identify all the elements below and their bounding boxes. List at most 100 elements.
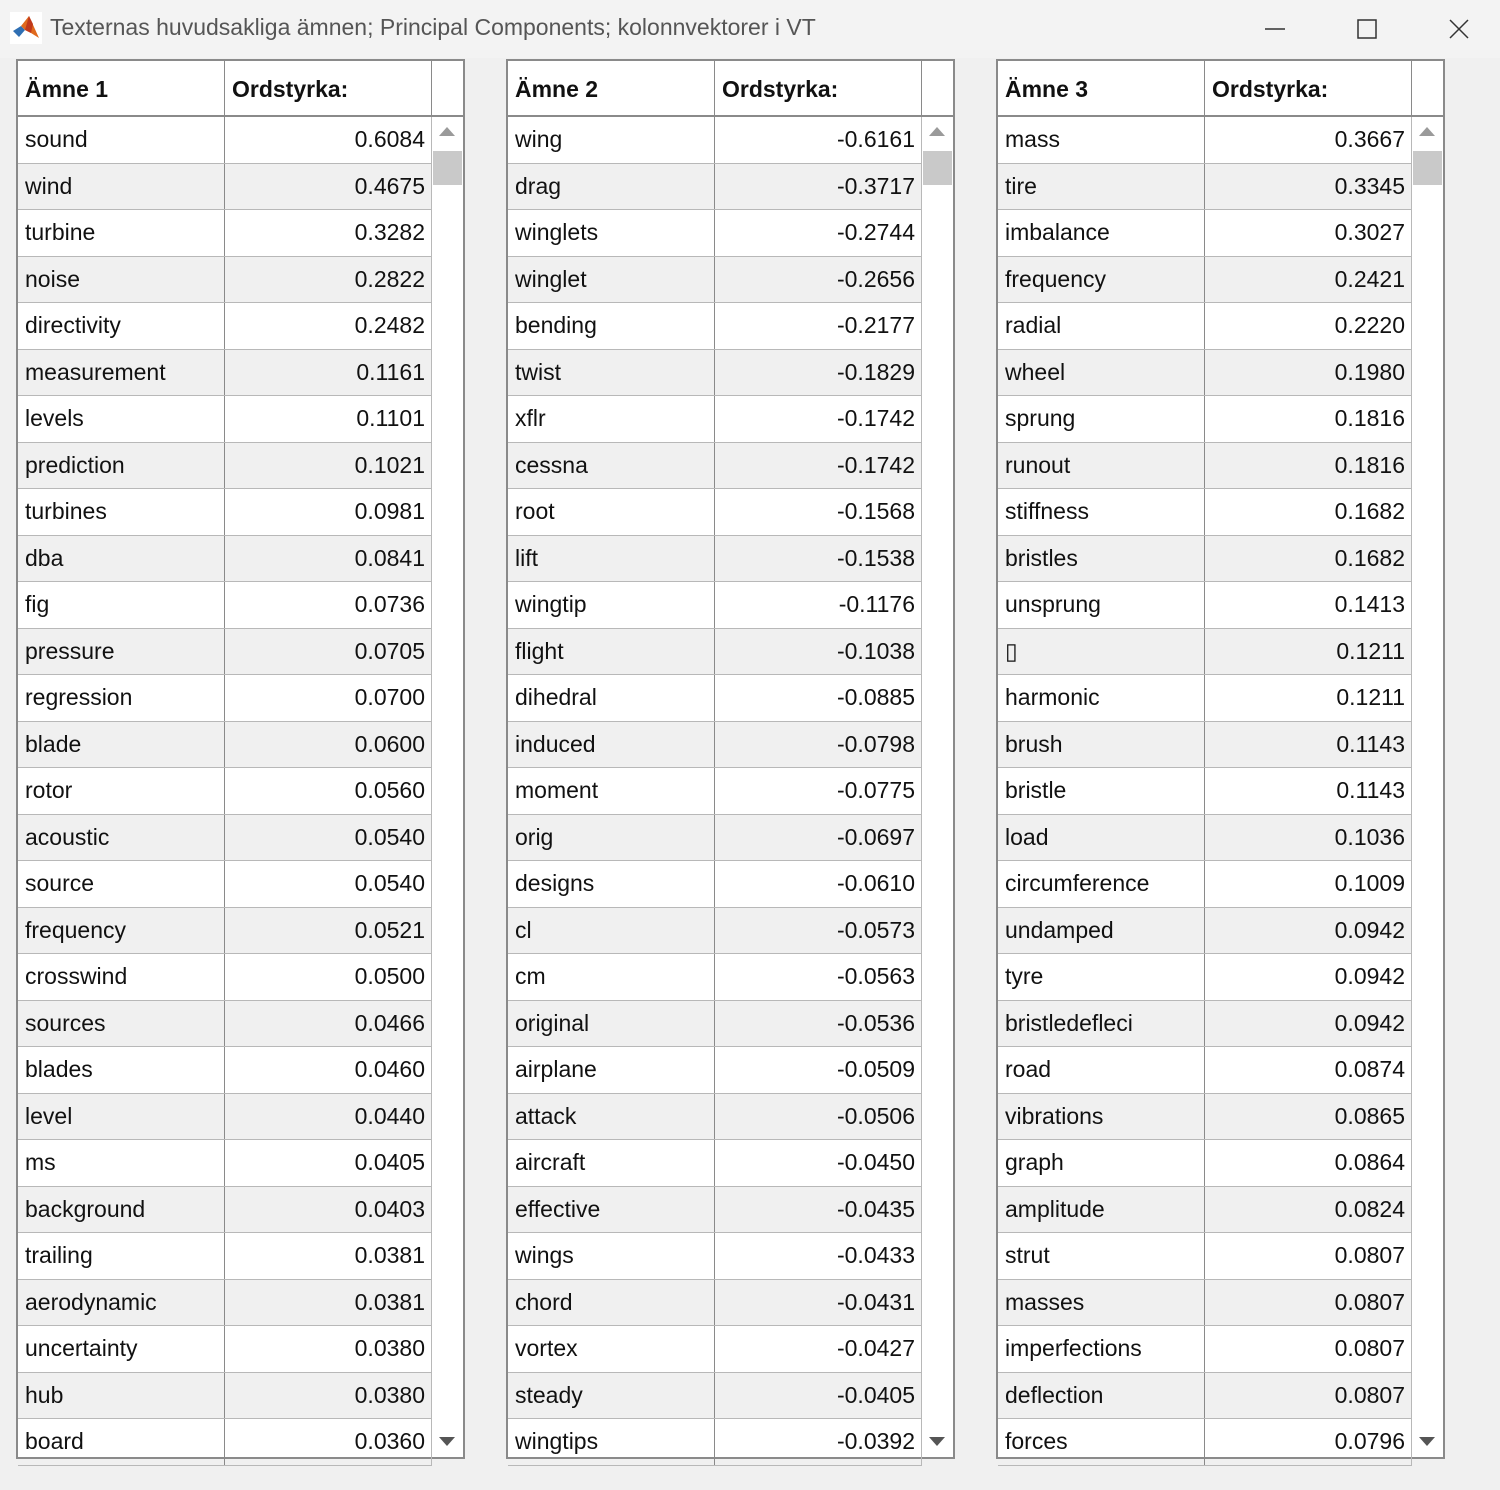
word-cell[interactable]: tire (998, 163, 1205, 209)
word-cell[interactable]: steady (508, 1372, 715, 1418)
table-row[interactable]: wind 0.4675 (18, 163, 432, 210)
table-row[interactable]: moment -0.0775 (508, 768, 922, 815)
scroll-down-arrow-icon[interactable] (929, 1437, 945, 1446)
title-bar[interactable]: Texternas huvudsakliga ämnen; Principal … (0, 0, 1500, 58)
strength-cell[interactable]: 0.0540 (225, 861, 432, 907)
strength-cell[interactable]: 0.0705 (225, 628, 432, 674)
strength-cell[interactable]: -0.0450 (715, 1140, 922, 1186)
table-row[interactable]: rotor 0.0560 (18, 768, 432, 815)
close-button[interactable] (1414, 0, 1500, 58)
word-cell[interactable]: cessna (508, 442, 715, 488)
strength-cell[interactable]: 0.3345 (1205, 163, 1412, 209)
word-cell[interactable]: bristledefleci (998, 1000, 1205, 1046)
strength-cell[interactable]: 0.0981 (225, 489, 432, 535)
strength-cell[interactable]: 0.0942 (1205, 1000, 1412, 1046)
table-row[interactable]: bristle 0.1143 (998, 768, 1412, 815)
strength-cell[interactable]: 0.0824 (1205, 1186, 1412, 1232)
strength-cell[interactable]: -0.0536 (715, 1000, 922, 1046)
table-row[interactable]: levels 0.1101 (18, 396, 432, 443)
strength-cell[interactable]: -0.1038 (715, 628, 922, 674)
strength-cell[interactable]: 0.0807 (1205, 1372, 1412, 1418)
table-row[interactable]: airplane -0.0509 (508, 1047, 922, 1094)
column-header-topic[interactable]: Ämne 3 (998, 61, 1205, 115)
strength-cell[interactable]: 0.0381 (225, 1279, 432, 1325)
table-row[interactable]: forces 0.0796 (998, 1419, 1412, 1466)
word-cell[interactable]: runout (998, 442, 1205, 488)
strength-cell[interactable]: 0.0796 (1205, 1419, 1412, 1465)
strength-cell[interactable]: 0.0807 (1205, 1326, 1412, 1372)
word-cell[interactable]: wing (508, 117, 715, 163)
strength-cell[interactable]: 0.1036 (1205, 814, 1412, 860)
word-cell[interactable]: sound (18, 117, 225, 163)
table-row[interactable]: flight -0.1038 (508, 628, 922, 675)
strength-cell[interactable]: 0.0405 (225, 1140, 432, 1186)
word-cell[interactable]: deflection (998, 1372, 1205, 1418)
table-row[interactable]: hub 0.0380 (18, 1372, 432, 1419)
table-row[interactable]: ms 0.0405 (18, 1140, 432, 1187)
word-cell[interactable]: turbines (18, 489, 225, 535)
word-cell[interactable]: stiffness (998, 489, 1205, 535)
table-row[interactable]: wingtips -0.0392 (508, 1419, 922, 1466)
word-cell[interactable]: masses (998, 1279, 1205, 1325)
strength-cell[interactable]: -0.2656 (715, 256, 922, 302)
vertical-scrollbar[interactable] (922, 117, 953, 1457)
table-row[interactable]: dba 0.0841 (18, 535, 432, 582)
word-cell[interactable]: bending (508, 303, 715, 349)
table-row[interactable]: sprung 0.1816 (998, 396, 1412, 443)
table-row[interactable]: unsprung 0.1413 (998, 582, 1412, 629)
topic-table-2[interactable]: Ämne 2 Ordstyrka: wing -0.6161 drag -0.3717… (506, 59, 955, 1466)
word-cell[interactable]: prediction (18, 442, 225, 488)
scroll-thumb[interactable] (433, 151, 462, 185)
table-row[interactable]: cm -0.0563 (508, 954, 922, 1001)
strength-cell[interactable]: -0.1568 (715, 489, 922, 535)
table-row[interactable]: ▯ 0.1211 (998, 628, 1412, 675)
word-cell[interactable]: cl (508, 907, 715, 953)
word-cell[interactable]: wheel (998, 349, 1205, 395)
strength-cell[interactable]: 0.0360 (225, 1419, 432, 1465)
table-row[interactable]: imperfections 0.0807 (998, 1326, 1412, 1373)
vertical-scrollbar[interactable] (1412, 117, 1443, 1457)
word-cell[interactable]: directivity (18, 303, 225, 349)
strength-cell[interactable]: 0.6084 (225, 117, 432, 163)
table-row[interactable]: trailing 0.0381 (18, 1233, 432, 1280)
topic-table-1[interactable]: Ämne 1 Ordstyrka: sound 0.6084 wind 0.4675 t… (16, 59, 465, 1466)
table-row[interactable]: tire 0.3345 (998, 163, 1412, 210)
strength-cell[interactable]: 0.0380 (225, 1326, 432, 1372)
strength-cell[interactable]: 0.0466 (225, 1000, 432, 1046)
word-cell[interactable]: road (998, 1047, 1205, 1093)
table-row[interactable]: imbalance 0.3027 (998, 210, 1412, 257)
topic-table-3[interactable]: Ämne 3 Ordstyrka: mass 0.3667 tire 0.3345 im… (996, 59, 1445, 1466)
word-cell[interactable]: wind (18, 163, 225, 209)
maximize-button[interactable] (1322, 0, 1412, 58)
strength-cell[interactable]: 0.3667 (1205, 117, 1412, 163)
strength-cell[interactable]: -0.3717 (715, 163, 922, 209)
strength-cell[interactable]: -0.0431 (715, 1279, 922, 1325)
scroll-thumb[interactable] (923, 151, 952, 185)
scroll-up-arrow-icon[interactable] (439, 127, 455, 136)
word-cell[interactable]: vibrations (998, 1093, 1205, 1139)
table-row[interactable]: pressure 0.0705 (18, 628, 432, 675)
table-row[interactable]: orig -0.0697 (508, 814, 922, 861)
word-cell[interactable]: ▯ (998, 628, 1205, 674)
table-row[interactable]: aerodynamic 0.0381 (18, 1279, 432, 1326)
strength-cell[interactable]: 0.0380 (225, 1372, 432, 1418)
scroll-thumb[interactable] (1413, 151, 1442, 185)
word-cell[interactable]: source (18, 861, 225, 907)
table-row[interactable]: directivity 0.2482 (18, 303, 432, 350)
word-cell[interactable]: radial (998, 303, 1205, 349)
word-cell[interactable]: bristles (998, 535, 1205, 581)
word-cell[interactable]: attack (508, 1093, 715, 1139)
word-cell[interactable]: hub (18, 1372, 225, 1418)
word-cell[interactable]: induced (508, 721, 715, 767)
table-row[interactable]: xflr -0.1742 (508, 396, 922, 443)
word-cell[interactable]: crosswind (18, 954, 225, 1000)
strength-cell[interactable]: 0.0500 (225, 954, 432, 1000)
table-row[interactable]: harmonic 0.1211 (998, 675, 1412, 722)
word-cell[interactable]: regression (18, 675, 225, 721)
table-row[interactable]: measurement 0.1161 (18, 349, 432, 396)
word-cell[interactable]: frequency (18, 907, 225, 953)
strength-cell[interactable]: 0.1816 (1205, 396, 1412, 442)
word-cell[interactable]: aerodynamic (18, 1279, 225, 1325)
word-cell[interactable]: drag (508, 163, 715, 209)
strength-cell[interactable]: 0.1021 (225, 442, 432, 488)
